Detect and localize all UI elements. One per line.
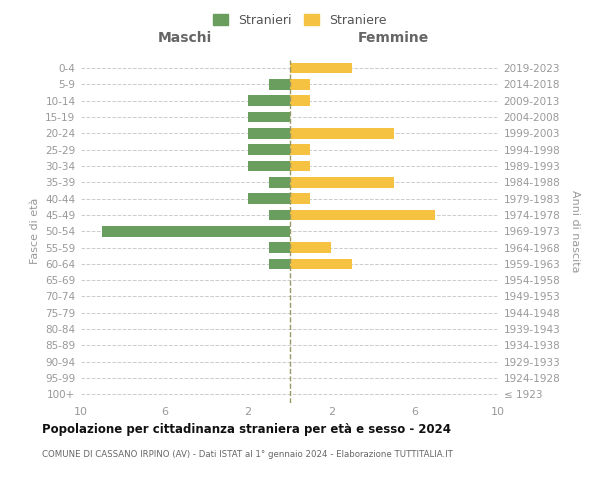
Text: Popolazione per cittadinanza straniera per età e sesso - 2024: Popolazione per cittadinanza straniera p…	[42, 422, 451, 436]
Bar	[248, 112, 290, 122]
Bar	[248, 194, 290, 204]
Bar	[269, 177, 290, 188]
Text: Femmine: Femmine	[358, 31, 430, 45]
Bar	[290, 144, 310, 155]
Legend: Stranieri, Straniere: Stranieri, Straniere	[208, 8, 392, 32]
Y-axis label: Fasce di età: Fasce di età	[29, 198, 40, 264]
Bar	[290, 194, 310, 204]
Bar	[248, 160, 290, 172]
Y-axis label: Anni di nascita: Anni di nascita	[570, 190, 580, 272]
Bar	[290, 210, 436, 220]
Bar	[269, 210, 290, 220]
Text: COMUNE DI CASSANO IRPINO (AV) - Dati ISTAT al 1° gennaio 2024 - Elaborazione TUT: COMUNE DI CASSANO IRPINO (AV) - Dati IST…	[42, 450, 453, 459]
Bar	[248, 96, 290, 106]
Bar	[248, 128, 290, 138]
Text: Maschi: Maschi	[158, 31, 212, 45]
Bar	[290, 242, 331, 253]
Bar	[290, 258, 352, 269]
Bar	[290, 63, 352, 74]
Bar	[248, 144, 290, 155]
Bar	[290, 128, 394, 138]
Bar	[269, 79, 290, 90]
Bar	[290, 96, 310, 106]
Bar	[269, 258, 290, 269]
Bar	[290, 177, 394, 188]
Bar	[290, 79, 310, 90]
Bar	[269, 242, 290, 253]
Bar	[102, 226, 290, 236]
Bar	[290, 160, 310, 172]
